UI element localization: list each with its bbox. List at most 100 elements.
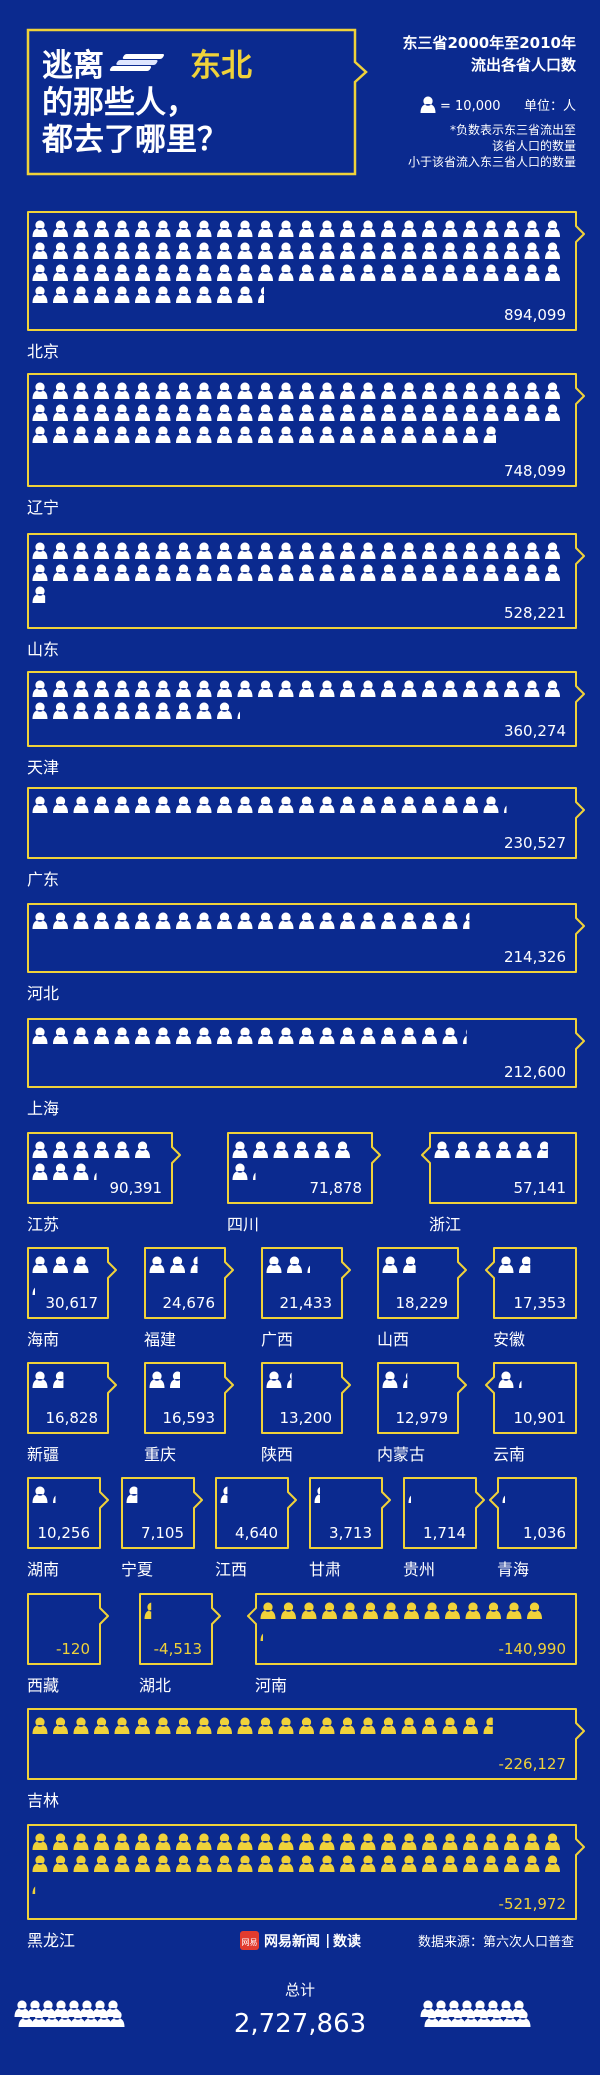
region-box [261,1247,351,1319]
region-name: 天津 [27,758,59,777]
region-name: 海南 [27,1330,59,1349]
subtitle-line2: 流出各省人口数 [471,56,577,74]
region-name: 福建 [144,1330,176,1349]
region-value: -226,127 [499,1755,566,1773]
region-card-0: 894,099 北京 [27,211,585,361]
region-name: 广西 [261,1330,293,1349]
region-box [403,1477,485,1549]
region-value: 10,256 [38,1524,91,1542]
region-box [139,1593,221,1665]
region-box [27,671,585,747]
region-value: 7,105 [141,1524,184,1542]
region-name: 上海 [27,1099,59,1118]
region-name: 浙江 [429,1215,461,1234]
region-value: 528,221 [504,604,566,622]
region-box [27,373,585,487]
region-name: 河南 [255,1676,287,1695]
netease-logo-text: 网易 [242,1938,258,1947]
legend-unit-label: 单位：人 [524,99,576,114]
region-card-22: 4,640 江西 [215,1477,297,1579]
region-card-18: 12,979 内蒙古 [377,1362,467,1464]
region-box [377,1247,467,1319]
region-card-2: 528,221 山东 [27,533,585,659]
region-value: 10,901 [514,1409,567,1427]
region-name: 四川 [227,1215,259,1234]
region-value: 3,713 [329,1524,372,1542]
source-text: 数据来源：第六次人口普查 [418,1934,574,1950]
region-card-6: 212,600 上海 [27,1018,585,1118]
region-box [27,1362,117,1434]
region-value: 71,878 [310,1179,363,1197]
region-box [247,1593,577,1665]
region-name: 陕西 [261,1445,293,1464]
region-value: 1,036 [523,1524,566,1542]
note-line3: 小于该省流入东三省人口的数量 [408,154,576,169]
region-card-15: 16,828 新疆 [27,1362,117,1464]
region-value: 90,391 [110,1179,163,1197]
region-name: 山西 [377,1330,409,1349]
region-name: 安徽 [493,1330,525,1349]
region-box [215,1477,297,1549]
region-box [377,1362,467,1434]
region-name: 河北 [27,984,59,1003]
region-card-25: 1,036 青海 [489,1477,577,1579]
region-box [27,903,585,973]
region-box [121,1477,203,1549]
region-box [27,1708,585,1780]
title-line3: 都去了哪里？ [41,122,228,158]
region-name: 吉林 [27,1791,59,1810]
region-name: 湖南 [27,1560,59,1579]
region-value: 212,600 [504,1063,566,1081]
region-name: 湖北 [139,1676,171,1695]
region-name: 辽宁 [27,498,59,517]
region-value: 214,326 [504,948,566,966]
region-name: 新疆 [27,1445,59,1464]
region-value: 894,099 [504,306,566,324]
region-box [485,1362,577,1434]
region-value: 360,274 [504,722,566,740]
region-card-12: 21,433 广西 [261,1247,351,1349]
region-card-30: -521,972 黑龙江 [27,1824,585,1950]
region-name: 江苏 [27,1215,59,1234]
region-card-1: 748,099 辽宁 [27,373,585,517]
region-card-17: 13,200 陕西 [261,1362,351,1464]
region-name: 重庆 [144,1445,176,1464]
region-name: 黑龙江 [27,1931,75,1950]
note-line1: *负数表示东三省流出至 [450,122,576,137]
title-line1-a: 逃离 [42,48,104,84]
region-card-23: 3,713 甘肃 [309,1477,391,1579]
region-value: -521,972 [499,1895,566,1913]
region-name: 内蒙古 [377,1445,425,1464]
region-card-24: 1,714 贵州 [403,1477,485,1579]
region-value: -140,990 [499,1640,566,1658]
total-label: 总计 [285,1981,315,1999]
region-box [144,1247,234,1319]
region-box [227,1132,381,1204]
region-value: 16,828 [46,1409,99,1427]
title-line1-b: 东北 [190,48,252,84]
region-value: 16,593 [163,1409,216,1427]
title-box: 逃离 东北 的那些人， 都去了哪里？ [26,28,368,176]
region-value: 1,714 [423,1524,466,1542]
footer: 网易 网易新闻 数读 数据来源：第六次人口普查 总计 2,727,863 [14,1931,574,2039]
region-box [27,787,585,859]
region-name: 山东 [27,640,59,659]
region-name: 北京 [27,342,59,361]
title-line2: 的那些人， [42,85,197,121]
legend-unit-value: = 10,000 [440,99,501,114]
region-name: 西藏 [27,1676,59,1695]
region-name: 云南 [493,1445,525,1464]
region-name: 甘肃 [309,1560,341,1579]
title-box-border [26,28,368,176]
region-card-10: 30,617 海南 [27,1247,117,1349]
region-card-13: 18,229 山西 [377,1247,467,1349]
region-box [27,1132,181,1204]
region-card-7: 90,391 江苏 [27,1132,181,1234]
region-card-11: 24,676 福建 [144,1247,234,1349]
note-line2: 该省人口的数量 [492,138,576,153]
region-value: -4,513 [154,1640,202,1658]
region-card-26: -120 西藏 [27,1593,109,1695]
brand-name: 网易新闻 [264,1933,320,1950]
region-box [485,1247,577,1319]
